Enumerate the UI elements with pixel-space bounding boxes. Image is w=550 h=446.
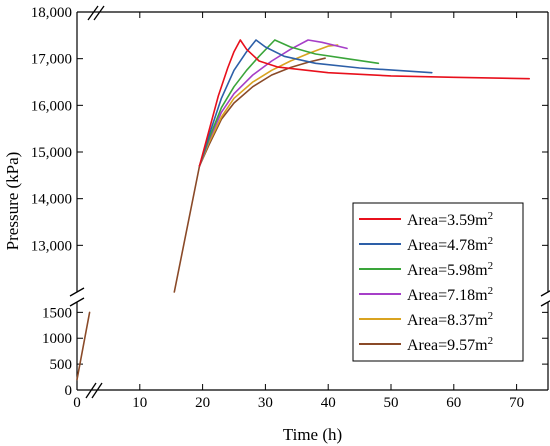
x-axis-title: Time (h) [283, 425, 342, 444]
series-line-area-4-78 [198, 39, 433, 167]
x-tick-label: 60 [446, 395, 461, 411]
x-tick-label: 0 [73, 395, 81, 411]
series-line-area-5-98 [198, 39, 380, 167]
series-line-area-9-57 [198, 57, 326, 167]
y-tick-label: 1500 [42, 305, 72, 321]
series-line-area-8-37 [198, 44, 339, 167]
y-axis-title: Pressure (kPa) [3, 152, 22, 251]
axis-break-mark [91, 382, 103, 399]
axes-layer: 0 10 20 30 40 50 60 70 13,000 14,000 15,000 16,000 1… [31, 5, 550, 411]
series-line-area-3-59 [198, 39, 530, 167]
x-tick-label: 40 [321, 395, 336, 411]
y-tick-label: 15,000 [31, 145, 72, 161]
shared-start-upper-line [173, 165, 201, 293]
legend-label: Area=3.59m2 [407, 210, 493, 229]
y-tick-label: 18,000 [31, 5, 72, 21]
x-tick-label: 20 [195, 395, 210, 411]
series-layer [76, 39, 530, 381]
axis-break-mark [540, 290, 550, 297]
axis-break-mark [69, 297, 85, 307]
series-line-area-7-18 [198, 39, 348, 167]
legend-box [352, 202, 524, 362]
legend-label: Area=8.37m2 [407, 310, 493, 329]
legend-label: Area=9.57m2 [407, 335, 493, 354]
y-tick-label: 500 [50, 357, 73, 373]
axis-break-mark [93, 5, 105, 21]
axis-break-mark [85, 382, 97, 399]
axis-break-mark [87, 5, 99, 21]
y-tick-label: 14,000 [31, 192, 72, 208]
y-tick-label: 16,000 [31, 98, 72, 114]
axis-break-mark [69, 287, 85, 297]
y-tick-label: 1000 [42, 331, 72, 347]
legend-label: Area=4.78m2 [407, 235, 493, 254]
x-tick-label: 50 [384, 395, 399, 411]
legend: Area=3.59m2 Area=4.78m2 Area=5.98m2 Area=7.… [352, 202, 524, 362]
y-tick-label: 13,000 [31, 238, 72, 254]
legend-label: Area=5.98m2 [407, 260, 493, 279]
legend-label: Area=7.18m2 [407, 285, 493, 304]
y-tick-label: 0 [65, 383, 73, 399]
axis-break-mark [540, 300, 550, 307]
x-tick-label: 70 [509, 395, 524, 411]
x-tick-label: 10 [132, 395, 147, 411]
y-tick-label: 17,000 [31, 52, 72, 68]
shared-start-lower-line [76, 311, 91, 381]
x-tick-label: 30 [258, 395, 273, 411]
